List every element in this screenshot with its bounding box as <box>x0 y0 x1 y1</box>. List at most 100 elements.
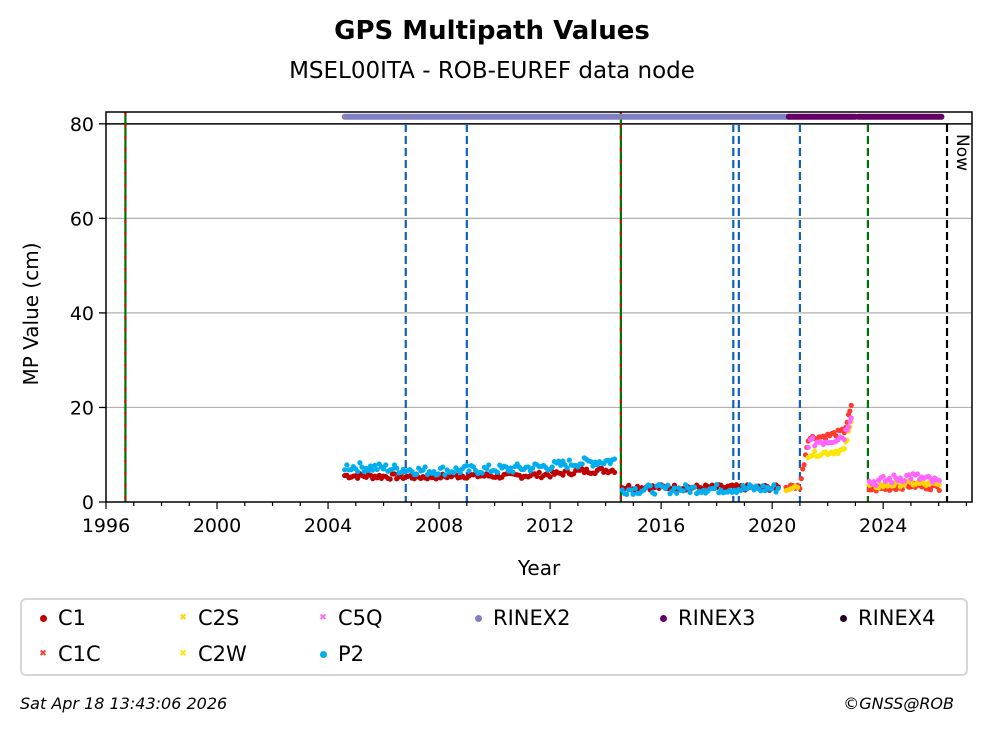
data-point <box>567 458 572 463</box>
data-point <box>537 470 542 475</box>
data-point <box>937 478 942 483</box>
data-point <box>665 483 670 488</box>
data-point <box>801 462 806 467</box>
legend-item-c2s: ✖ C2S <box>176 606 239 630</box>
legend-label: C1C <box>58 642 101 666</box>
data-point <box>442 472 447 477</box>
data-point <box>440 464 445 469</box>
data-point <box>842 446 847 451</box>
data-point <box>874 483 879 488</box>
data-point <box>355 476 360 481</box>
data-point <box>714 482 719 487</box>
data-point <box>692 484 697 489</box>
data-point <box>799 476 804 481</box>
data-point <box>355 469 360 474</box>
data-point <box>889 480 894 485</box>
data-point <box>881 474 886 479</box>
plot-frame <box>106 112 972 502</box>
data-point <box>495 470 500 475</box>
legend-item-c5q: ✖ C5Q <box>316 606 383 630</box>
y-tick-label: 0 <box>82 492 94 514</box>
data-point <box>344 462 349 467</box>
data-point <box>436 471 441 476</box>
data-point <box>795 485 800 490</box>
data-point <box>842 437 847 442</box>
x-tick-label: 2024 <box>859 515 907 537</box>
x-axis-label: Year <box>517 556 561 580</box>
data-point <box>846 424 851 429</box>
x-marker-icon: ✖ <box>36 647 50 661</box>
dot-marker-icon <box>36 611 50 625</box>
data-point <box>466 468 471 473</box>
legend-label: RINEX2 <box>493 606 571 630</box>
data-point <box>388 476 393 481</box>
data-point <box>915 471 920 476</box>
data-point <box>908 476 913 481</box>
series-group <box>342 403 942 497</box>
dot-marker-icon <box>316 647 330 661</box>
legend-item-p2: P2 <box>316 642 364 666</box>
data-point <box>392 471 397 476</box>
grid-lines <box>106 124 972 408</box>
data-point <box>383 462 388 467</box>
data-point <box>451 470 456 475</box>
x-tick-label: 2008 <box>415 515 463 537</box>
data-point <box>414 472 419 477</box>
data-point <box>681 488 686 493</box>
data-point <box>580 461 585 466</box>
x-marker-icon: ✖ <box>176 611 190 625</box>
data-point <box>394 466 399 471</box>
x-tick-label: 2016 <box>637 515 685 537</box>
x-marker-icon: ✖ <box>316 611 330 625</box>
data-point <box>806 445 811 450</box>
x-tick-label: 2020 <box>748 515 796 537</box>
data-point <box>937 488 942 493</box>
data-point <box>812 449 817 454</box>
data-point <box>630 492 635 497</box>
data-point <box>849 403 854 408</box>
data-point <box>672 485 677 490</box>
y-tick-label: 60 <box>70 208 94 230</box>
dot-marker-icon <box>471 611 485 625</box>
data-point <box>648 483 653 488</box>
x-tick-label: 2004 <box>304 515 352 537</box>
data-point <box>687 490 692 495</box>
y-axis: 0 20 40 60 80 <box>70 114 106 514</box>
x-tick-label: 1996 <box>82 515 130 537</box>
copyright: ©GNSS@ROB <box>843 694 954 713</box>
legend-item-rinex2: RINEX2 <box>471 606 571 630</box>
legend-label: C2W <box>198 642 247 666</box>
data-point <box>674 491 679 496</box>
data-point <box>510 469 515 474</box>
y-tick-label: 20 <box>70 397 94 419</box>
data-point <box>771 482 776 487</box>
x-tick-label: 2012 <box>526 515 574 537</box>
data-point <box>624 492 629 497</box>
y-tick-label: 80 <box>70 114 94 136</box>
data-point <box>847 408 852 413</box>
x-axis: 1996 2000 2004 2008 2012 2016 2020 2024 <box>82 502 967 537</box>
data-point <box>652 491 657 496</box>
data-point <box>565 465 570 470</box>
data-point <box>374 467 379 472</box>
data-point <box>480 470 485 475</box>
dot-marker-icon <box>836 611 850 625</box>
x-marker-icon: ✖ <box>176 647 190 661</box>
data-point <box>902 478 907 483</box>
x-tick-label: 2000 <box>193 515 241 537</box>
y-tick-label: 40 <box>70 303 94 325</box>
data-point <box>486 462 491 467</box>
legend-item-c1c: ✖ C1C <box>36 642 101 666</box>
legend: C1 ✖ C1C ✖ C2S ✖ C2W ✖ C5Q P2 RINEX2 RINEX3 RINEX4 <box>20 598 968 676</box>
data-point <box>776 486 781 491</box>
timestamp: Sat Apr 18 13:43:06 2026 <box>20 694 227 713</box>
legend-label: RINEX3 <box>678 606 756 630</box>
legend-label: C1 <box>58 606 86 630</box>
y-axis-label: MP Value (cm) <box>19 242 43 385</box>
data-point <box>423 464 428 469</box>
data-point <box>810 435 815 440</box>
data-point <box>849 415 854 420</box>
legend-label: P2 <box>338 642 364 666</box>
legend-item-rinex3: RINEX3 <box>656 606 756 630</box>
legend-item-c1: C1 <box>36 606 86 630</box>
